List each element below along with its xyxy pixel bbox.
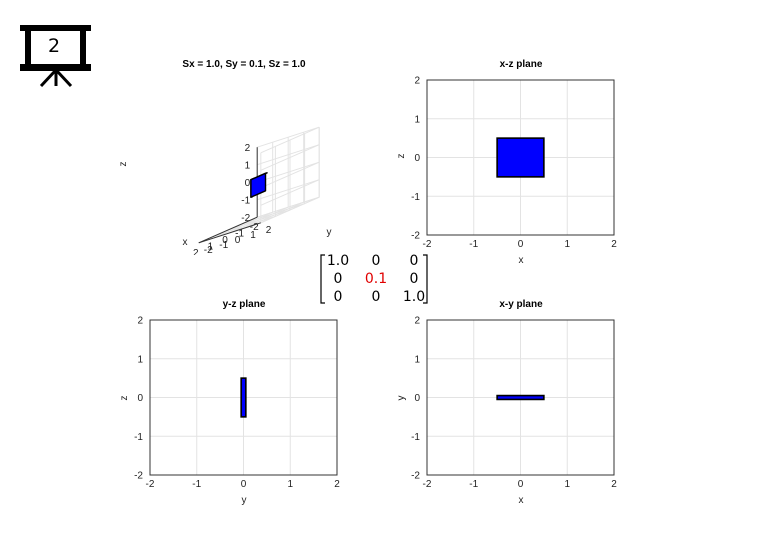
x-tick-label: 1 [564,479,570,490]
x-tick-label: 0 [241,479,247,490]
y-tick-label: 2 [414,76,420,87]
presentation-board-icon [20,25,91,88]
y-axis-label-xy: y [396,396,407,401]
x-tick-label: -1 [469,239,478,250]
y-tick-label-3d: 0 [235,235,241,246]
x-tick-label: 0 [518,239,524,250]
matrix-cell: 1.0 [327,253,349,269]
x-axis-label-xy: x [519,495,524,506]
x-tick-label: 1 [287,479,293,490]
axis-line-3d [198,216,258,244]
chart-title-xy: x-y plane [499,299,543,310]
plot-xy-plane: x-y plane x y -2 -1 0 1 2 -2 -1 0 1 2 [396,299,617,506]
y-tick-label: -1 [411,192,420,203]
y-tick-label: 0 [414,393,420,404]
z-tick-label-3d: -2 [241,213,250,224]
y-axis-label-xz: z [396,154,407,159]
grid-line-3d [260,196,320,224]
projection-rect [240,377,247,418]
x-tick-label: 2 [334,479,340,490]
plot-frame [426,319,615,476]
x-tick-label: -1 [192,479,201,490]
y-tick-label: -2 [411,471,420,482]
matrix-cell: 0 [372,253,381,269]
x-tick-label-3d: 1 [208,241,214,252]
matrix-cell: 0 [334,271,343,287]
y-tick-label: 1 [414,114,420,125]
chart-title-yz: y-z plane [223,299,266,310]
axis-line-3d [198,222,261,244]
y-tick-label: 0 [414,153,420,164]
projection-rect [496,394,545,401]
y-tick-label-3d: 2 [266,225,272,236]
y-tick-label: 1 [414,354,420,365]
y-tick-label: 2 [137,316,143,327]
y-tick-label: -1 [134,432,143,443]
y-tick-label: -1 [411,432,420,443]
y-tick-label: -2 [134,471,143,482]
x-tick-label-3d: 2 [193,248,199,255]
x-tick-label: 1 [564,239,570,250]
scaling-matrix: 1.0 0 0 0 0.1 0 0 0 1.0 [320,253,428,305]
x-tick-label: -2 [146,479,155,490]
grid-line-3d [260,144,320,171]
grid-line-3d [229,206,289,234]
x-tick-label-3d: -1 [235,229,244,240]
y-axis-label-3d: y [327,227,332,238]
plot-xz-plane: x-z plane x z -2 -1 0 1 2 -2 -1 0 1 2 [396,59,617,266]
projection-rect [496,137,545,178]
x-axis-label-xz: x [519,255,524,266]
y-tick-label-3d: 1 [250,230,256,241]
y-tick-label: 1 [137,354,143,365]
matrix-cell: 0.1 [365,271,387,287]
y-tick-label: -2 [411,231,420,242]
plot-frame [149,319,338,476]
y-tick-label: 2 [414,316,420,327]
x-tick-label: -1 [469,479,478,490]
x-tick-label: -2 [423,479,432,490]
cube-face-side [250,172,267,198]
x-tick-label-3d: -2 [250,222,259,233]
z-tick-label-3d: 1 [245,161,251,172]
grid-line-3d [257,161,320,183]
plot-3d-view: Sx = 1.0, Sy = 0.1, Sz = 1.0 x y z -2-10… [118,59,332,255]
x-tick-label: 2 [611,479,617,490]
x-axis-label-yz: y [242,495,247,506]
y-tick-label: 0 [137,393,143,404]
matrix-cell: 1.0 [403,289,425,305]
z-tick-label-3d: 0 [245,178,251,189]
matrix-cell: 0 [410,271,419,287]
x-axis-label-3d: x [183,237,188,248]
plot-yz-plane: y-z plane y z -2 -1 0 1 2 -2 -1 0 1 2 [119,299,340,506]
matrix-cell: 0 [372,289,381,305]
chart-title-xz: x-z plane [500,59,543,70]
z-axis-label-3d: z [118,162,129,167]
plot-frame [426,79,615,236]
z-tick-label-3d: -1 [241,196,250,207]
chart-title-3d: Sx = 1.0, Sy = 0.1, Sz = 1.0 [182,59,306,70]
y-tick-label-3d: -2 [204,245,213,255]
matrix-cell: 0 [410,253,419,269]
x-tick-label: 0 [518,479,524,490]
grid-line-3d [257,126,320,148]
grid-line-3d [260,126,320,154]
x-tick-label: 2 [611,239,617,250]
y-axis-label-yz: z [119,396,130,401]
grid-line-3d [245,201,304,229]
x-tick-label: -2 [423,239,432,250]
grid-line-3d [213,215,276,237]
z-tick-label-3d: 2 [245,143,251,154]
grid-line-3d [260,161,320,189]
x-tick-label-3d: 0 [222,235,228,246]
y-tick-label-3d: -1 [219,240,228,251]
slide-number: 2 [47,35,61,57]
grid-line-3d [257,144,320,166]
matrix-cell: 0 [334,289,343,305]
